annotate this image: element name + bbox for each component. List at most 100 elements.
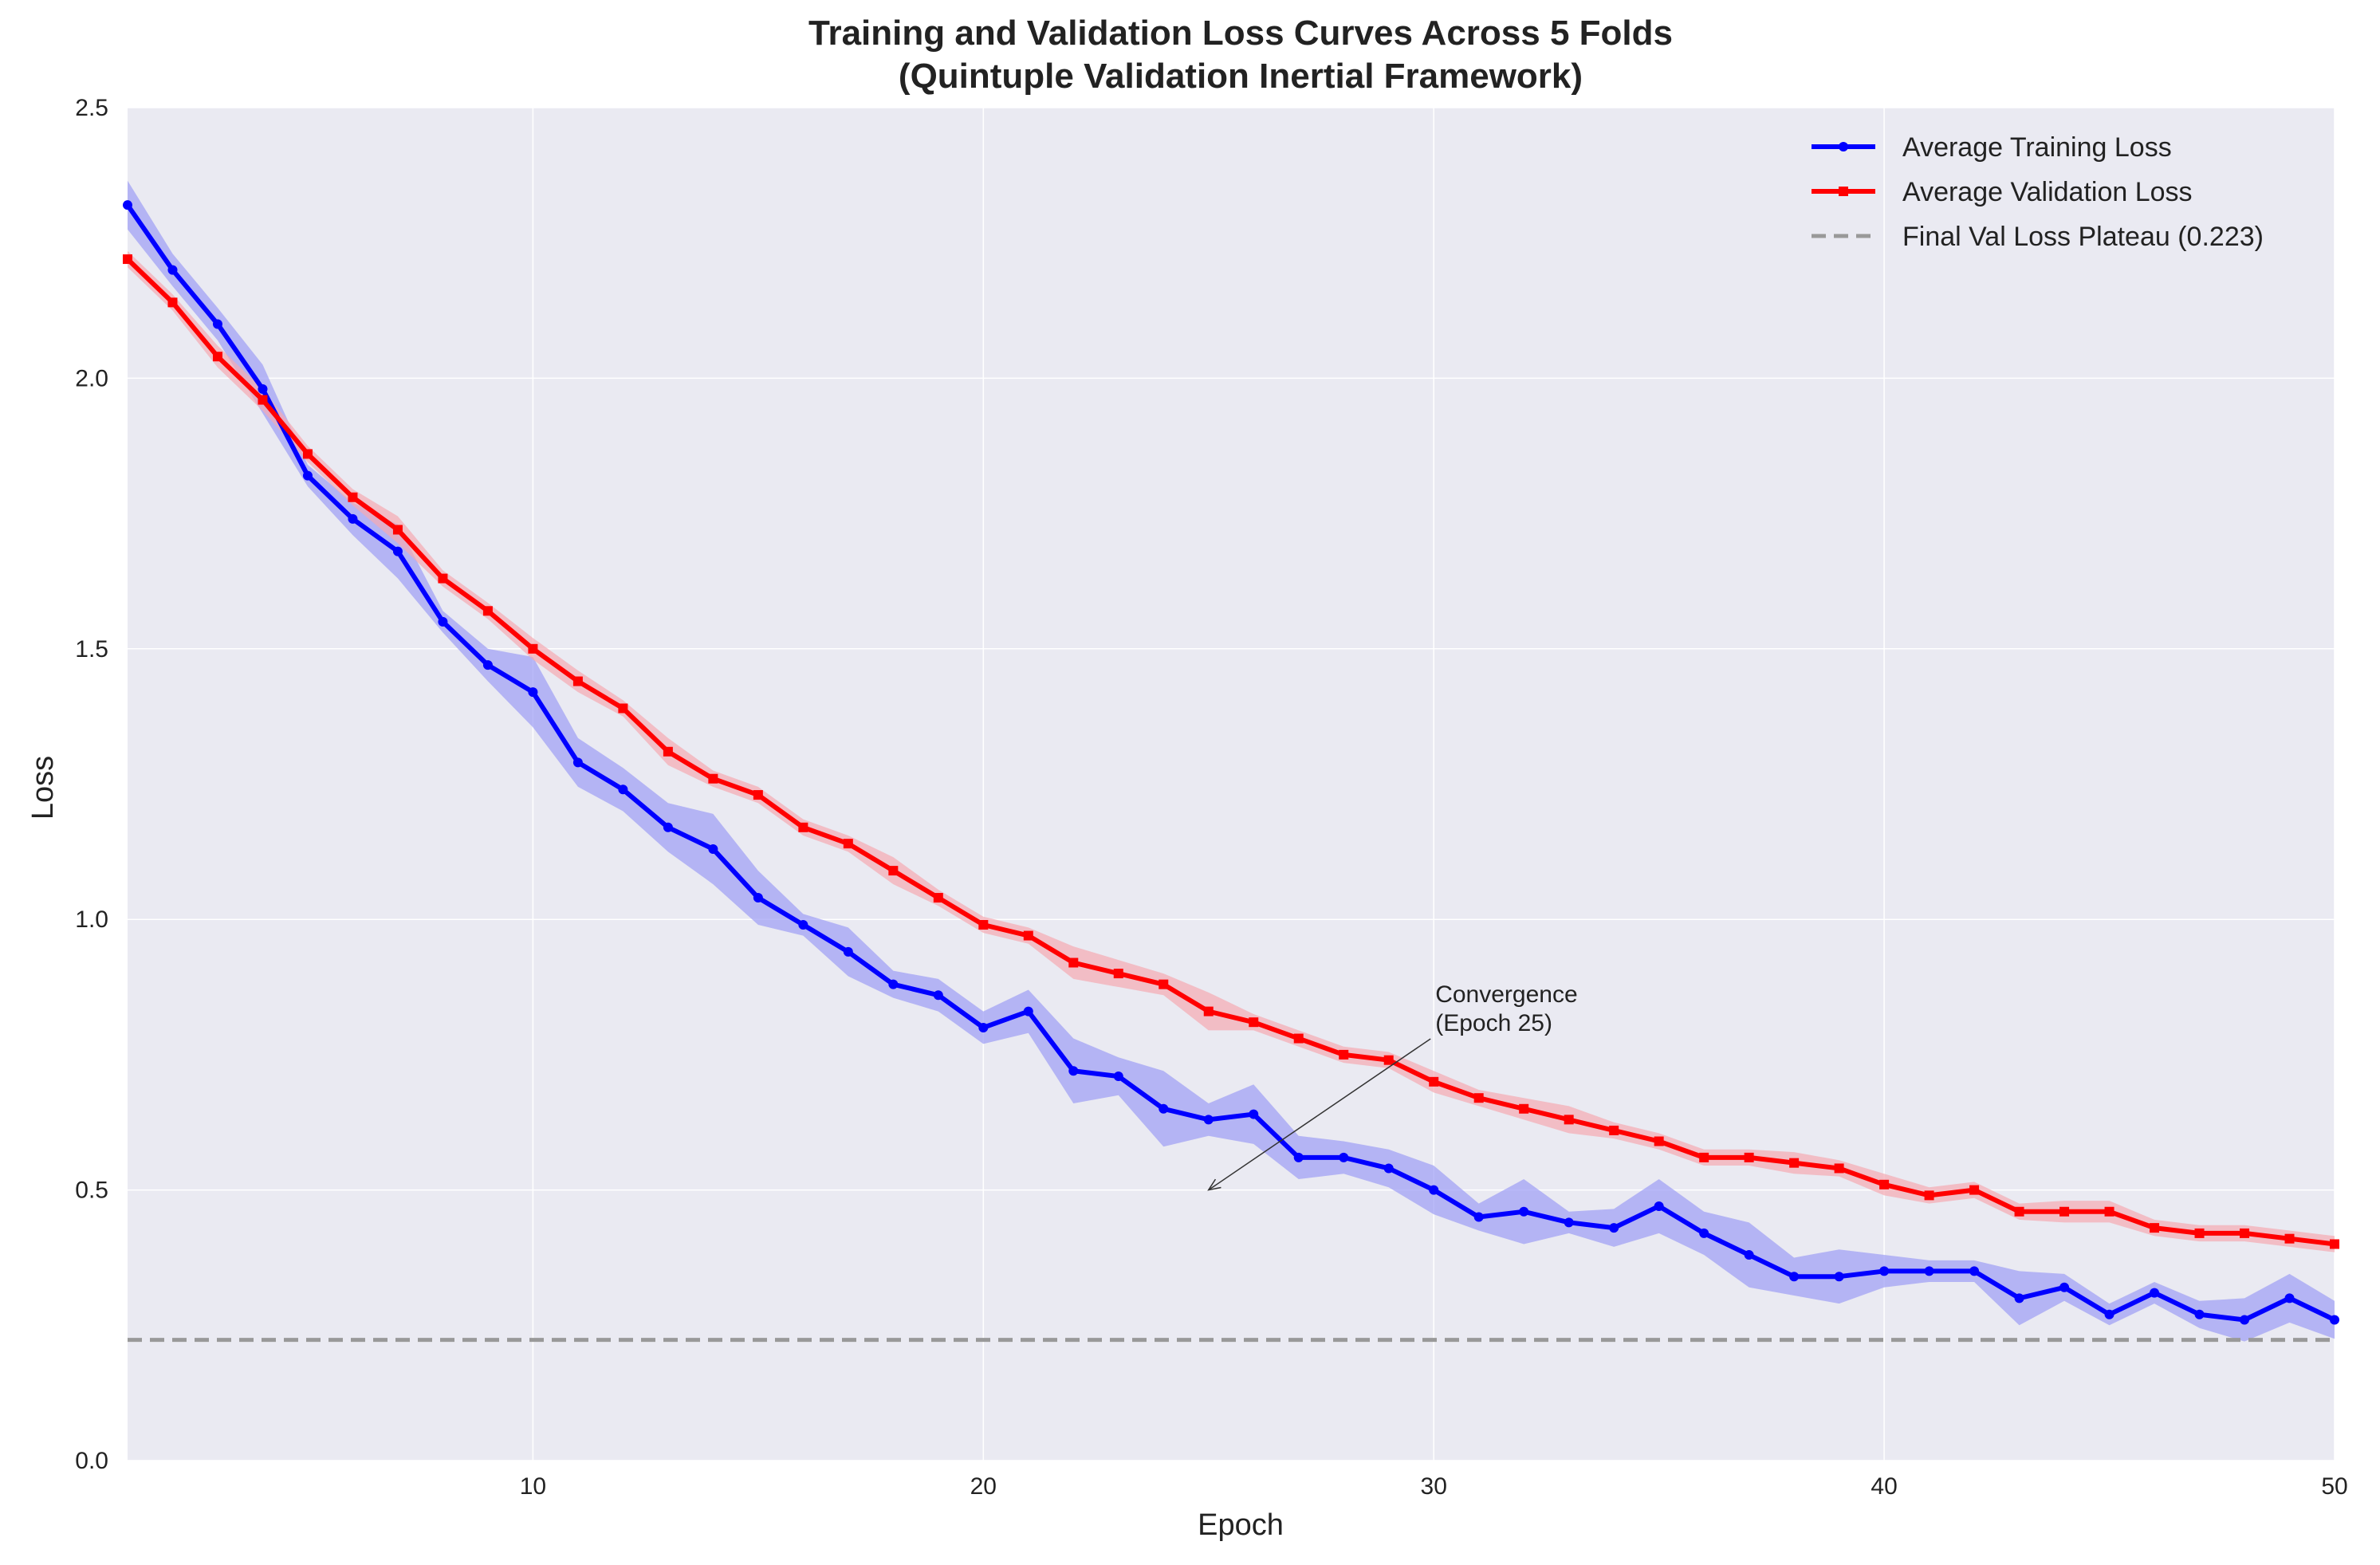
data-point-validation — [1519, 1103, 1529, 1114]
data-point-training — [1564, 1217, 1574, 1228]
data-point-training — [1789, 1272, 1800, 1282]
data-point-validation — [1203, 1006, 1214, 1016]
y-tick-label: 0.5 — [75, 1178, 108, 1204]
data-point-validation — [167, 297, 178, 308]
data-point-training — [1249, 1109, 1259, 1119]
x-tick-label: 10 — [520, 1473, 546, 1500]
data-point-validation — [1249, 1017, 1259, 1028]
data-point-validation — [2330, 1239, 2339, 1249]
series-line-training — [125, 203, 2336, 1323]
annotation: Convergence (Epoch 25) — [1207, 981, 1578, 1191]
data-point-training — [1519, 1206, 1529, 1217]
x-tick-label: 20 — [970, 1473, 997, 1500]
data-point-validation — [1789, 1158, 1800, 1168]
y-axis-ticks: 0.0 0.5 1.0 1.5 2.0 2.5 — [75, 95, 108, 1474]
data-point-validation — [753, 790, 763, 800]
x-tick-label: 50 — [2321, 1473, 2347, 1500]
data-point-validation — [1113, 969, 1123, 979]
data-point-validation — [663, 746, 673, 757]
data-point-validation — [798, 822, 808, 832]
legend: Average Training Loss Average Validation… — [1812, 132, 2264, 252]
legend-marker-training — [1839, 142, 1848, 151]
data-point-validation — [482, 606, 493, 616]
data-point-training — [753, 893, 763, 903]
data-point-validation — [1879, 1179, 1890, 1189]
annotation-arrow — [1208, 1038, 1431, 1191]
chart-title: Training and Validation Loss Curves Acro… — [808, 14, 1673, 53]
data-point-validation — [528, 643, 538, 654]
data-point-validation — [2059, 1206, 2070, 1217]
data-point-training — [2240, 1315, 2250, 1325]
data-point-training — [438, 616, 448, 627]
data-point-validation — [123, 254, 132, 265]
data-point-training — [348, 513, 358, 524]
data-point-validation — [1834, 1163, 1844, 1174]
x-tick-label: 30 — [1421, 1473, 1447, 1500]
data-point-validation — [348, 492, 358, 502]
data-point-training — [258, 383, 268, 394]
data-point-validation — [392, 525, 403, 535]
data-point-training — [1834, 1272, 1844, 1282]
data-point-validation — [1924, 1190, 1934, 1201]
data-point-training — [843, 946, 853, 957]
data-point-validation — [618, 703, 628, 714]
data-point-training — [1068, 1066, 1079, 1076]
data-point-training — [1159, 1103, 1169, 1114]
data-point-training — [482, 660, 493, 670]
data-point-validation — [572, 676, 583, 686]
data-point-validation — [2150, 1223, 2160, 1233]
data-point-training — [123, 200, 132, 210]
series-line-validation — [125, 257, 2335, 1247]
data-point-validation — [1744, 1152, 1754, 1162]
data-point-validation — [1159, 979, 1169, 989]
data-point-training — [2194, 1309, 2205, 1319]
y-tick-label: 2.0 — [75, 365, 108, 391]
data-point-training — [1203, 1115, 1214, 1125]
data-point-training — [2284, 1293, 2295, 1304]
data-point-validation — [1473, 1093, 1484, 1103]
data-point-training — [1429, 1185, 1439, 1195]
data-point-training — [302, 470, 313, 481]
data-point-validation — [888, 866, 899, 876]
y-tick-label: 1.0 — [75, 906, 108, 933]
confidence-bands — [128, 180, 2335, 1342]
annotation-arrowhead — [1207, 1178, 1221, 1191]
data-point-training — [798, 919, 808, 930]
data-point-training — [1473, 1212, 1484, 1222]
data-point-training — [2059, 1282, 2070, 1292]
data-point-validation — [1699, 1152, 1709, 1162]
data-point-validation — [212, 352, 222, 362]
data-point-validation — [2240, 1228, 2250, 1238]
data-point-validation — [1609, 1125, 1619, 1135]
data-point-training — [2150, 1288, 2160, 1298]
series-lines — [125, 203, 2336, 1323]
data-point-validation — [1383, 1055, 1394, 1065]
data-point-validation — [1564, 1115, 1574, 1125]
data-point-training — [888, 979, 899, 989]
annotation-text-line1: Convergence — [1435, 981, 1577, 1008]
data-point-training — [1744, 1250, 1754, 1260]
data-point-training — [933, 990, 943, 1001]
data-point-training — [212, 319, 222, 329]
y-axis-label: Loss — [26, 756, 60, 820]
data-point-training — [1023, 1006, 1033, 1016]
data-point-training — [1924, 1266, 1934, 1276]
annotation-text-line2: (Epoch 25) — [1435, 1010, 1552, 1036]
x-tick-label: 40 — [1871, 1473, 1897, 1500]
y-tick-label: 0.0 — [75, 1448, 108, 1474]
data-point-training — [978, 1022, 989, 1032]
data-point-validation — [1969, 1185, 1980, 1195]
series-markers — [123, 200, 2339, 1325]
data-point-training — [528, 687, 538, 698]
data-point-validation — [302, 449, 313, 459]
data-point-validation — [1068, 957, 1079, 968]
legend-marker-validation — [1839, 187, 1848, 196]
data-point-training — [1879, 1266, 1890, 1276]
data-point-training — [1654, 1201, 1664, 1211]
data-point-training — [708, 843, 718, 854]
data-point-validation — [843, 839, 853, 849]
data-point-validation — [708, 773, 718, 784]
data-point-validation — [258, 395, 268, 405]
data-point-training — [167, 265, 178, 275]
